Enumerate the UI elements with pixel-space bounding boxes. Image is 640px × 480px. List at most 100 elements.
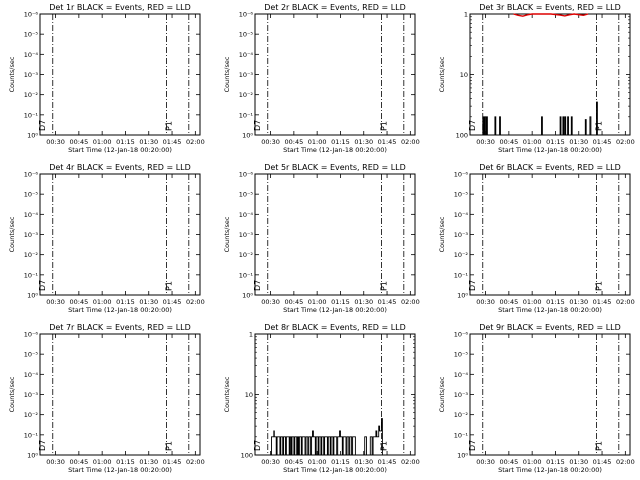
y-tick-label: 10⁰ <box>242 132 253 140</box>
x-tick-label: 00:45 <box>499 298 518 306</box>
x-tick-label: 00:45 <box>69 298 88 306</box>
marker-d7: D7 <box>468 440 477 451</box>
y-tick-label: 10⁰ <box>27 132 38 140</box>
x-tick-label: 00:45 <box>499 458 518 466</box>
chart-title: Det 2r BLACK = Events, RED = LLD <box>264 3 406 12</box>
x-axis-label: Start Time (12-Jan-18 00:20:00) <box>283 466 387 474</box>
x-tick-label: 01:00 <box>93 458 112 466</box>
y-tick-label: 10⁻² <box>24 251 39 259</box>
y-tick-label: 10⁻³ <box>239 231 254 239</box>
panel-det-7: Det 7r BLACK = Events, RED = LLD 10⁰ 10⁻¹ 1… <box>8 323 205 474</box>
x-tick-label: 01:15 <box>116 138 135 146</box>
y-axis-label: Counts/sec <box>438 376 446 412</box>
x-tick-label: 01:45 <box>163 298 182 306</box>
y-tick-label: 100 <box>456 132 468 140</box>
plot-frame <box>254 13 416 136</box>
y-axis-label: Counts/sec <box>438 56 446 92</box>
x-tick-label: 02:00 <box>186 458 205 466</box>
x-axis-label: Start Time (12-Jan-18 00:20:00) <box>498 306 602 314</box>
x-tick-label: 01:30 <box>569 298 588 306</box>
y-axis-label: Counts/sec <box>8 56 16 92</box>
x-tick-label: 00:45 <box>69 458 88 466</box>
x-tick-label: 00:30 <box>476 298 495 306</box>
marker-p1: P1 <box>164 281 173 291</box>
chart-title: Det 8r BLACK = Events, RED = LLD <box>264 323 406 332</box>
y-tick-label: 10⁻² <box>24 91 39 99</box>
panel-det-2: Det 2r BLACK = Events, RED = LLD 10⁰ 10⁻¹ 1… <box>223 3 420 154</box>
x-tick-label: 01:00 <box>93 298 112 306</box>
x-tick-label: 01:00 <box>308 298 327 306</box>
marker-p1: P1 <box>379 281 388 291</box>
x-tick-label: 00:30 <box>46 138 65 146</box>
x-tick-label: 02:00 <box>616 298 635 306</box>
marker-p1: P1 <box>379 121 388 131</box>
y-tick-label: 10⁻⁶ <box>24 171 39 179</box>
x-tick-label: 01:15 <box>546 298 565 306</box>
y-tick-label: 10⁻² <box>454 411 469 419</box>
y-tick-label: 10⁰ <box>27 452 38 460</box>
marker-d7: D7 <box>253 440 262 451</box>
y-axis-label: Counts/sec <box>8 216 16 252</box>
x-tick-label: 01:00 <box>308 138 327 146</box>
x-tick-label: 00:30 <box>46 458 65 466</box>
x-tick-label: 00:30 <box>261 458 280 466</box>
y-tick-label: 10⁰ <box>242 292 253 300</box>
x-axis-label: Start Time (12-Jan-18 00:20:00) <box>68 146 172 154</box>
x-tick-label: 02:00 <box>401 138 420 146</box>
y-tick-label: 10⁻¹ <box>239 111 254 119</box>
marker-p1: P1 <box>594 281 603 291</box>
x-tick-label: 02:00 <box>401 298 420 306</box>
y-tick-label: 1 <box>249 331 253 339</box>
y-tick-label: 10⁻⁴ <box>24 51 39 59</box>
plot-frame <box>39 333 201 456</box>
y-tick-label: 10⁻³ <box>24 391 39 399</box>
x-tick-label: 01:45 <box>378 138 397 146</box>
y-tick-label: 10⁻¹ <box>239 271 254 279</box>
x-tick-label: 01:15 <box>331 458 350 466</box>
y-tick-label: 100 <box>241 452 253 460</box>
y-tick-label: 10⁻² <box>454 251 469 259</box>
x-tick-label: 01:30 <box>139 298 158 306</box>
panel-det-5: Det 5r BLACK = Events, RED = LLD 10⁰ 10⁻¹ 1… <box>223 163 420 314</box>
y-tick-label: 10⁻⁵ <box>24 191 39 199</box>
panel-det-3: Det 3r BLACK = Events, RED = LLD 100 10 1 Co… <box>438 3 635 154</box>
marker-d7: D7 <box>468 120 477 131</box>
y-tick-label: 10⁻² <box>24 411 39 419</box>
chart-title: Det 9r BLACK = Events, RED = LLD <box>479 323 621 332</box>
x-tick-label: 00:45 <box>499 138 518 146</box>
panel-det-6: Det 6r BLACK = Events, RED = LLD 10⁰ 10⁻¹ 1… <box>438 163 635 314</box>
chart-title: Det 4r BLACK = Events, RED = LLD <box>49 163 191 172</box>
y-tick-label: 10 <box>460 71 468 79</box>
chart-title: Det 6r BLACK = Events, RED = LLD <box>479 163 621 172</box>
x-tick-label: 01:15 <box>546 458 565 466</box>
x-tick-label: 01:45 <box>163 458 182 466</box>
x-axis-label: Start Time (12-Jan-18 00:20:00) <box>498 466 602 474</box>
y-tick-label: 10 <box>245 391 253 399</box>
y-tick-label: 10⁻¹ <box>24 271 39 279</box>
y-tick-label: 10⁻³ <box>239 71 254 79</box>
y-tick-label: 10⁻⁴ <box>239 211 254 219</box>
x-tick-label: 02:00 <box>616 138 635 146</box>
series-events <box>270 418 383 456</box>
y-tick-label: 10⁻⁶ <box>24 11 39 19</box>
marker-d7: D7 <box>38 440 47 451</box>
x-tick-label: 01:15 <box>116 298 135 306</box>
x-tick-label: 01:00 <box>523 298 542 306</box>
x-tick-label: 00:30 <box>476 458 495 466</box>
x-tick-label: 01:15 <box>116 458 135 466</box>
y-axis-label: Counts/sec <box>223 216 231 252</box>
y-axis-label: Counts/sec <box>223 376 231 412</box>
y-tick-label: 10⁻¹ <box>454 431 469 439</box>
x-tick-label: 00:30 <box>46 298 65 306</box>
panel-det-8: Det 8r BLACK = Events, RED = LLD 100 10 1 Co… <box>223 323 420 474</box>
y-tick-label: 10⁻¹ <box>24 431 39 439</box>
x-axis-label: Start Time (12-Jan-18 00:20:00) <box>68 306 172 314</box>
y-axis-label: Counts/sec <box>438 216 446 252</box>
x-tick-label: 01:30 <box>139 458 158 466</box>
plot-frame <box>469 13 631 136</box>
marker-p1: P1 <box>594 121 603 131</box>
x-tick-label: 01:45 <box>163 138 182 146</box>
x-axis-label: Start Time (12-Jan-18 00:20:00) <box>283 306 387 314</box>
x-axis-label: Start Time (12-Jan-18 00:20:00) <box>498 146 602 154</box>
